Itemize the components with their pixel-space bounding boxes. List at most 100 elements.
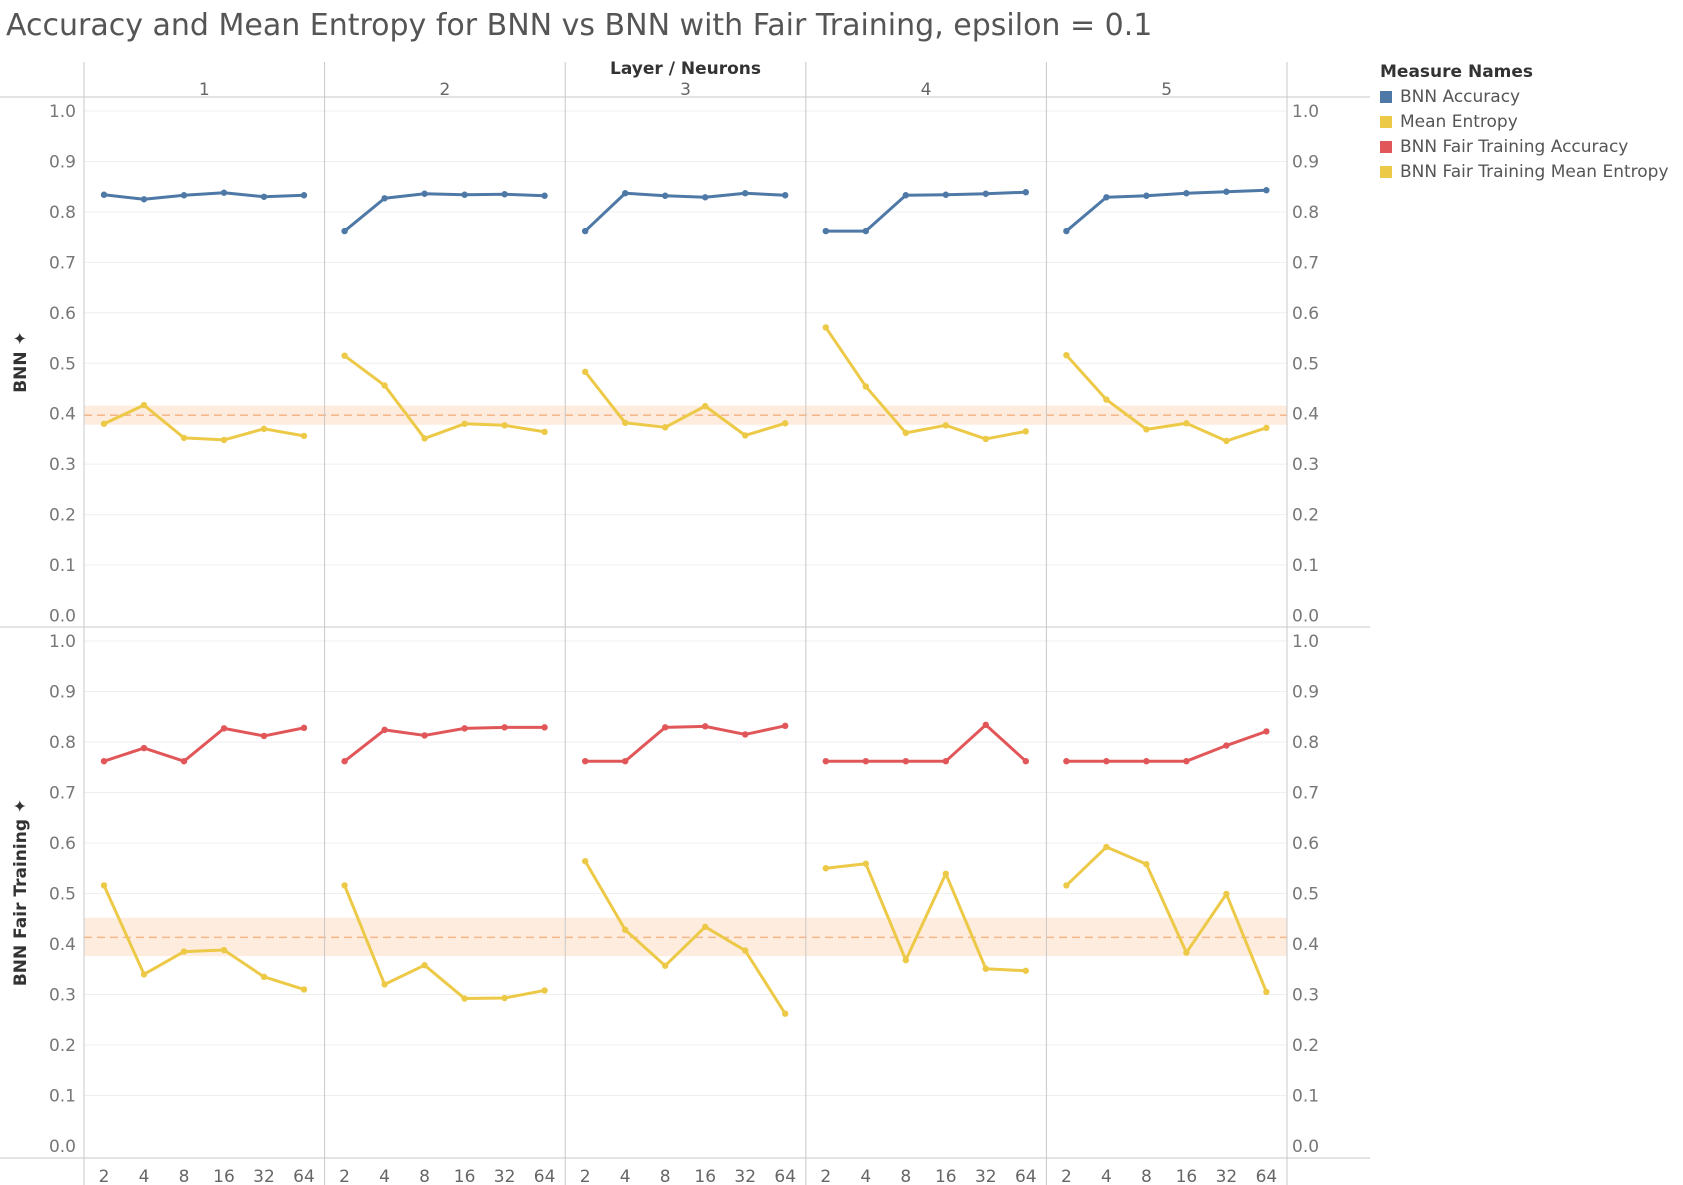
y-tick-label-left: 0.5 [49,885,76,905]
y-tick-label-left: 0.2 [49,506,76,526]
data-point [1143,192,1150,199]
data-point [822,324,829,331]
y-tick-label-right: 0.5 [1292,354,1319,374]
data-point [501,724,508,731]
layer-header: 4 [921,80,932,100]
data-point [501,191,508,198]
x-tick-label: 16 [454,1167,476,1185]
legend-label: Mean Entropy [1400,111,1518,132]
y-tick-label-right: 0.9 [1292,152,1319,172]
x-tick-label: 32 [494,1167,516,1185]
data-point [862,383,869,390]
y-tick-label-left: 0.1 [49,1087,76,1107]
data-point [421,732,428,739]
data-point [1063,227,1070,235]
data-point [1263,187,1270,194]
data-point [220,436,228,444]
data-point [702,923,709,931]
y-tick-label-left: 1.0 [49,102,76,122]
y-tick-label-right: 0.3 [1292,986,1319,1006]
data-point [220,189,228,196]
data-point [381,981,388,988]
y-tick-label-right: 1.0 [1292,102,1319,122]
data-point [1022,757,1029,765]
data-point [300,192,308,199]
data-point [461,420,468,427]
x-tick-label: 16 [1176,1167,1198,1185]
series-line [343,192,545,233]
legend-label: BNN Fair Training Accuracy [1400,136,1629,157]
legend-swatch [1380,90,1392,103]
y-tick-label-right: 0.3 [1292,455,1319,475]
series-line [1066,729,1267,763]
legend-item-bnn-accuracy[interactable]: BNN Accuracy [1380,84,1669,109]
data-point [702,194,709,201]
data-point [742,947,749,954]
data-point [180,948,188,955]
y-tick-label-left: 0.0 [49,1137,76,1157]
legend-item-fair-mean-entropy[interactable]: BNN Fair Training Mean Entropy [1380,159,1669,184]
data-point [421,962,428,969]
legend-item-mean-entropy[interactable]: Mean Entropy [1380,109,1669,134]
data-point [381,382,388,389]
data-point [1143,426,1150,433]
x-tick-label: 32 [1216,1167,1238,1185]
series-line [825,723,1027,763]
data-point [982,965,989,972]
data-point [942,757,949,765]
data-point [1022,428,1029,435]
data-point [260,973,268,981]
x-tick-label: 2 [580,1167,591,1185]
data-point [1022,189,1029,196]
data-point [100,757,108,765]
series-line [824,326,1027,441]
x-tick-label: 4 [139,1167,150,1185]
x-tick-label: 2 [820,1167,831,1185]
y-tick-label-left: 0.7 [49,253,76,273]
legend-item-fair-accuracy[interactable]: BNN Fair Training Accuracy [1380,134,1669,159]
y-tick-label-right: 0.2 [1292,506,1319,526]
data-point [1223,890,1230,898]
data-point [1263,728,1270,735]
data-point [822,865,829,872]
data-point [942,191,949,198]
data-point [341,882,348,889]
y-tick-label-right: 0.7 [1292,784,1319,804]
y-tick-label-right: 0.0 [1292,607,1319,627]
series-line [343,354,545,440]
y-tick-label-left: 0.3 [49,986,76,1006]
x-tick-label: 8 [179,1167,190,1185]
y-tick-label-right: 1.0 [1292,632,1319,652]
data-point [942,422,949,429]
data-point [140,401,148,409]
chart-title: Accuracy and Mean Entropy for BNN vs BNN… [6,8,1153,43]
data-point [541,724,548,731]
x-tick-label: 32 [975,1167,997,1185]
layer-header: 2 [439,80,450,100]
x-tick-label: 8 [419,1167,430,1185]
series-line [343,884,545,1001]
data-point [822,757,829,765]
data-point [1022,967,1029,974]
data-point [541,987,548,994]
data-point [1223,742,1230,749]
data-point [902,956,909,964]
y-tick-label-right: 0.5 [1292,885,1319,905]
data-point [100,420,108,427]
data-point [461,995,468,1002]
data-point [702,723,709,730]
data-point [702,402,709,410]
data-point [782,192,789,199]
data-point [1143,757,1150,765]
data-point [902,429,909,437]
data-point [100,882,108,889]
series-line [103,191,305,201]
data-point [180,192,188,199]
data-point [662,424,669,431]
y-tick-label-right: 0.0 [1292,1137,1319,1157]
data-point [341,352,348,359]
data-point [742,190,749,197]
data-point [1103,194,1110,201]
series-line [583,860,787,1015]
x-tick-label: 32 [253,1167,275,1185]
